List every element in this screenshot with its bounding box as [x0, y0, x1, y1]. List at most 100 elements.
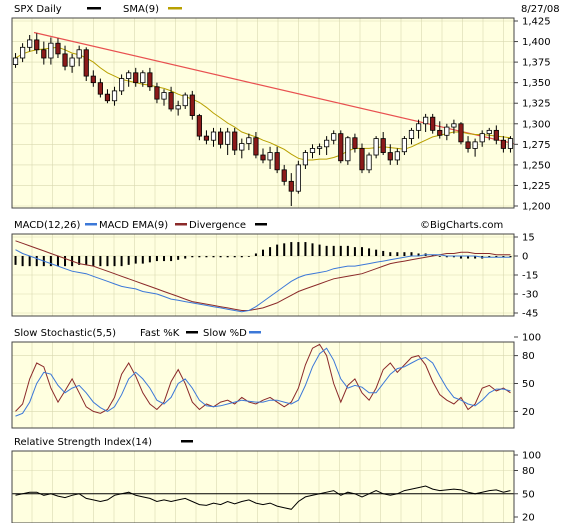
divergence-label: Divergence	[189, 220, 246, 231]
fast-k-label: Fast %K	[140, 328, 180, 339]
candle-body	[288, 180, 294, 192]
candle-body	[380, 138, 386, 153]
candle-body	[324, 139, 330, 148]
macd-ema-swatch	[85, 223, 97, 226]
candle-body	[352, 137, 358, 149]
divergence-bar	[85, 256, 88, 265]
candle-body	[104, 93, 111, 102]
candle-body	[458, 123, 464, 143]
candle-body	[401, 138, 408, 153]
y-tick-label: 20	[522, 407, 535, 418]
y-tick-label: 1,275	[522, 140, 551, 151]
symbol-legend-swatch	[87, 7, 101, 10]
candle-body	[111, 90, 118, 102]
fast-k-line	[15, 343, 511, 414]
divergence-bar	[396, 252, 399, 256]
divergence-swatch	[175, 223, 187, 226]
sma-line	[15, 46, 511, 161]
y-tick-label: 1,400	[522, 37, 551, 48]
divergence-bar	[410, 252, 413, 256]
candle-body	[373, 138, 379, 156]
candle-body	[345, 137, 351, 162]
y-tick-label: 1,425	[522, 17, 551, 28]
y-tick-label: 1,325	[522, 99, 551, 110]
divergence-bar	[502, 256, 505, 258]
divergence-bar	[177, 256, 180, 260]
candle-body	[27, 39, 33, 48]
divergence-bar	[56, 256, 59, 267]
divergence-bar	[106, 256, 109, 267]
divergence-bar	[35, 256, 38, 267]
divergence-bar	[290, 242, 293, 256]
rsi-swatch	[181, 440, 193, 443]
y-tick-label: 1,250	[522, 160, 551, 171]
candle-body	[366, 154, 372, 171]
slow-d-swatch	[249, 331, 261, 334]
candle-body	[12, 57, 19, 65]
candle-body	[133, 72, 139, 84]
divergence-bar	[148, 256, 151, 263]
macd-ema-line	[15, 249, 511, 313]
divergence-bar	[332, 245, 335, 256]
divergence-bar	[205, 256, 208, 258]
rsi-line	[15, 485, 511, 510]
divergence-bar	[403, 252, 406, 256]
divergence-bar	[368, 248, 371, 256]
divergence-bar	[28, 256, 31, 267]
y-tick-label: 80	[522, 466, 535, 477]
overlay-label: SMA(9)	[123, 4, 159, 15]
divergence-bar	[120, 256, 123, 267]
divergence-bar	[452, 256, 455, 258]
candle-body	[225, 131, 231, 145]
candle-body	[316, 146, 323, 149]
divergence-bar	[382, 250, 385, 256]
candle-body	[118, 78, 125, 92]
candle-body	[451, 123, 457, 128]
divergence-bar	[431, 254, 434, 256]
divergence-bar	[64, 256, 67, 267]
candle-body	[239, 143, 245, 151]
candle-body	[415, 123, 422, 131]
divergence-bar	[233, 256, 236, 258]
date-label: 8/27/08	[521, 4, 560, 15]
divergence-bar	[346, 245, 349, 256]
candle-body	[41, 49, 47, 59]
candle-body	[161, 92, 167, 100]
candle-body	[48, 42, 54, 59]
candle-body	[507, 138, 514, 149]
candle-body	[408, 129, 415, 139]
divergence-bar	[163, 256, 166, 262]
divergence-bar	[127, 256, 130, 265]
stoch-grid	[12, 342, 514, 428]
candle-body	[34, 39, 40, 51]
divergence-bar	[184, 256, 187, 259]
rsi-panel-bg	[12, 451, 514, 523]
candle-body	[444, 126, 450, 136]
rsi-title: Relative Strength Index(14)	[14, 437, 152, 448]
divergence-bar	[212, 256, 215, 258]
divergence-bar	[417, 253, 420, 256]
candle-body	[479, 133, 485, 143]
macd-line	[15, 240, 511, 311]
divergence-bar	[240, 256, 243, 258]
price-y-axis: 1,200 1,225 1,250 1,275 1,300 1,325 1,350 1,375…	[514, 17, 551, 213]
candle-body	[196, 115, 202, 137]
divergence-bar	[92, 256, 95, 267]
divergence-bar	[254, 253, 257, 256]
candle-body	[359, 148, 365, 171]
divergence-bar	[262, 249, 264, 256]
divergence-bar	[438, 256, 441, 257]
candle-body	[260, 154, 266, 161]
y-tick-label: 80	[522, 351, 535, 362]
candle-body	[472, 141, 478, 149]
candle-body	[175, 105, 181, 110]
price-panel-frame	[11, 17, 515, 209]
divergence-bar	[474, 256, 477, 259]
divergence-bar	[467, 256, 470, 259]
y-tick-label: 50	[522, 489, 535, 500]
y-tick-label: -45	[522, 309, 538, 320]
divergence-bar	[247, 256, 250, 257]
rsi-grid	[12, 451, 514, 523]
candle-body	[154, 86, 160, 100]
divergence-bar	[304, 242, 307, 256]
